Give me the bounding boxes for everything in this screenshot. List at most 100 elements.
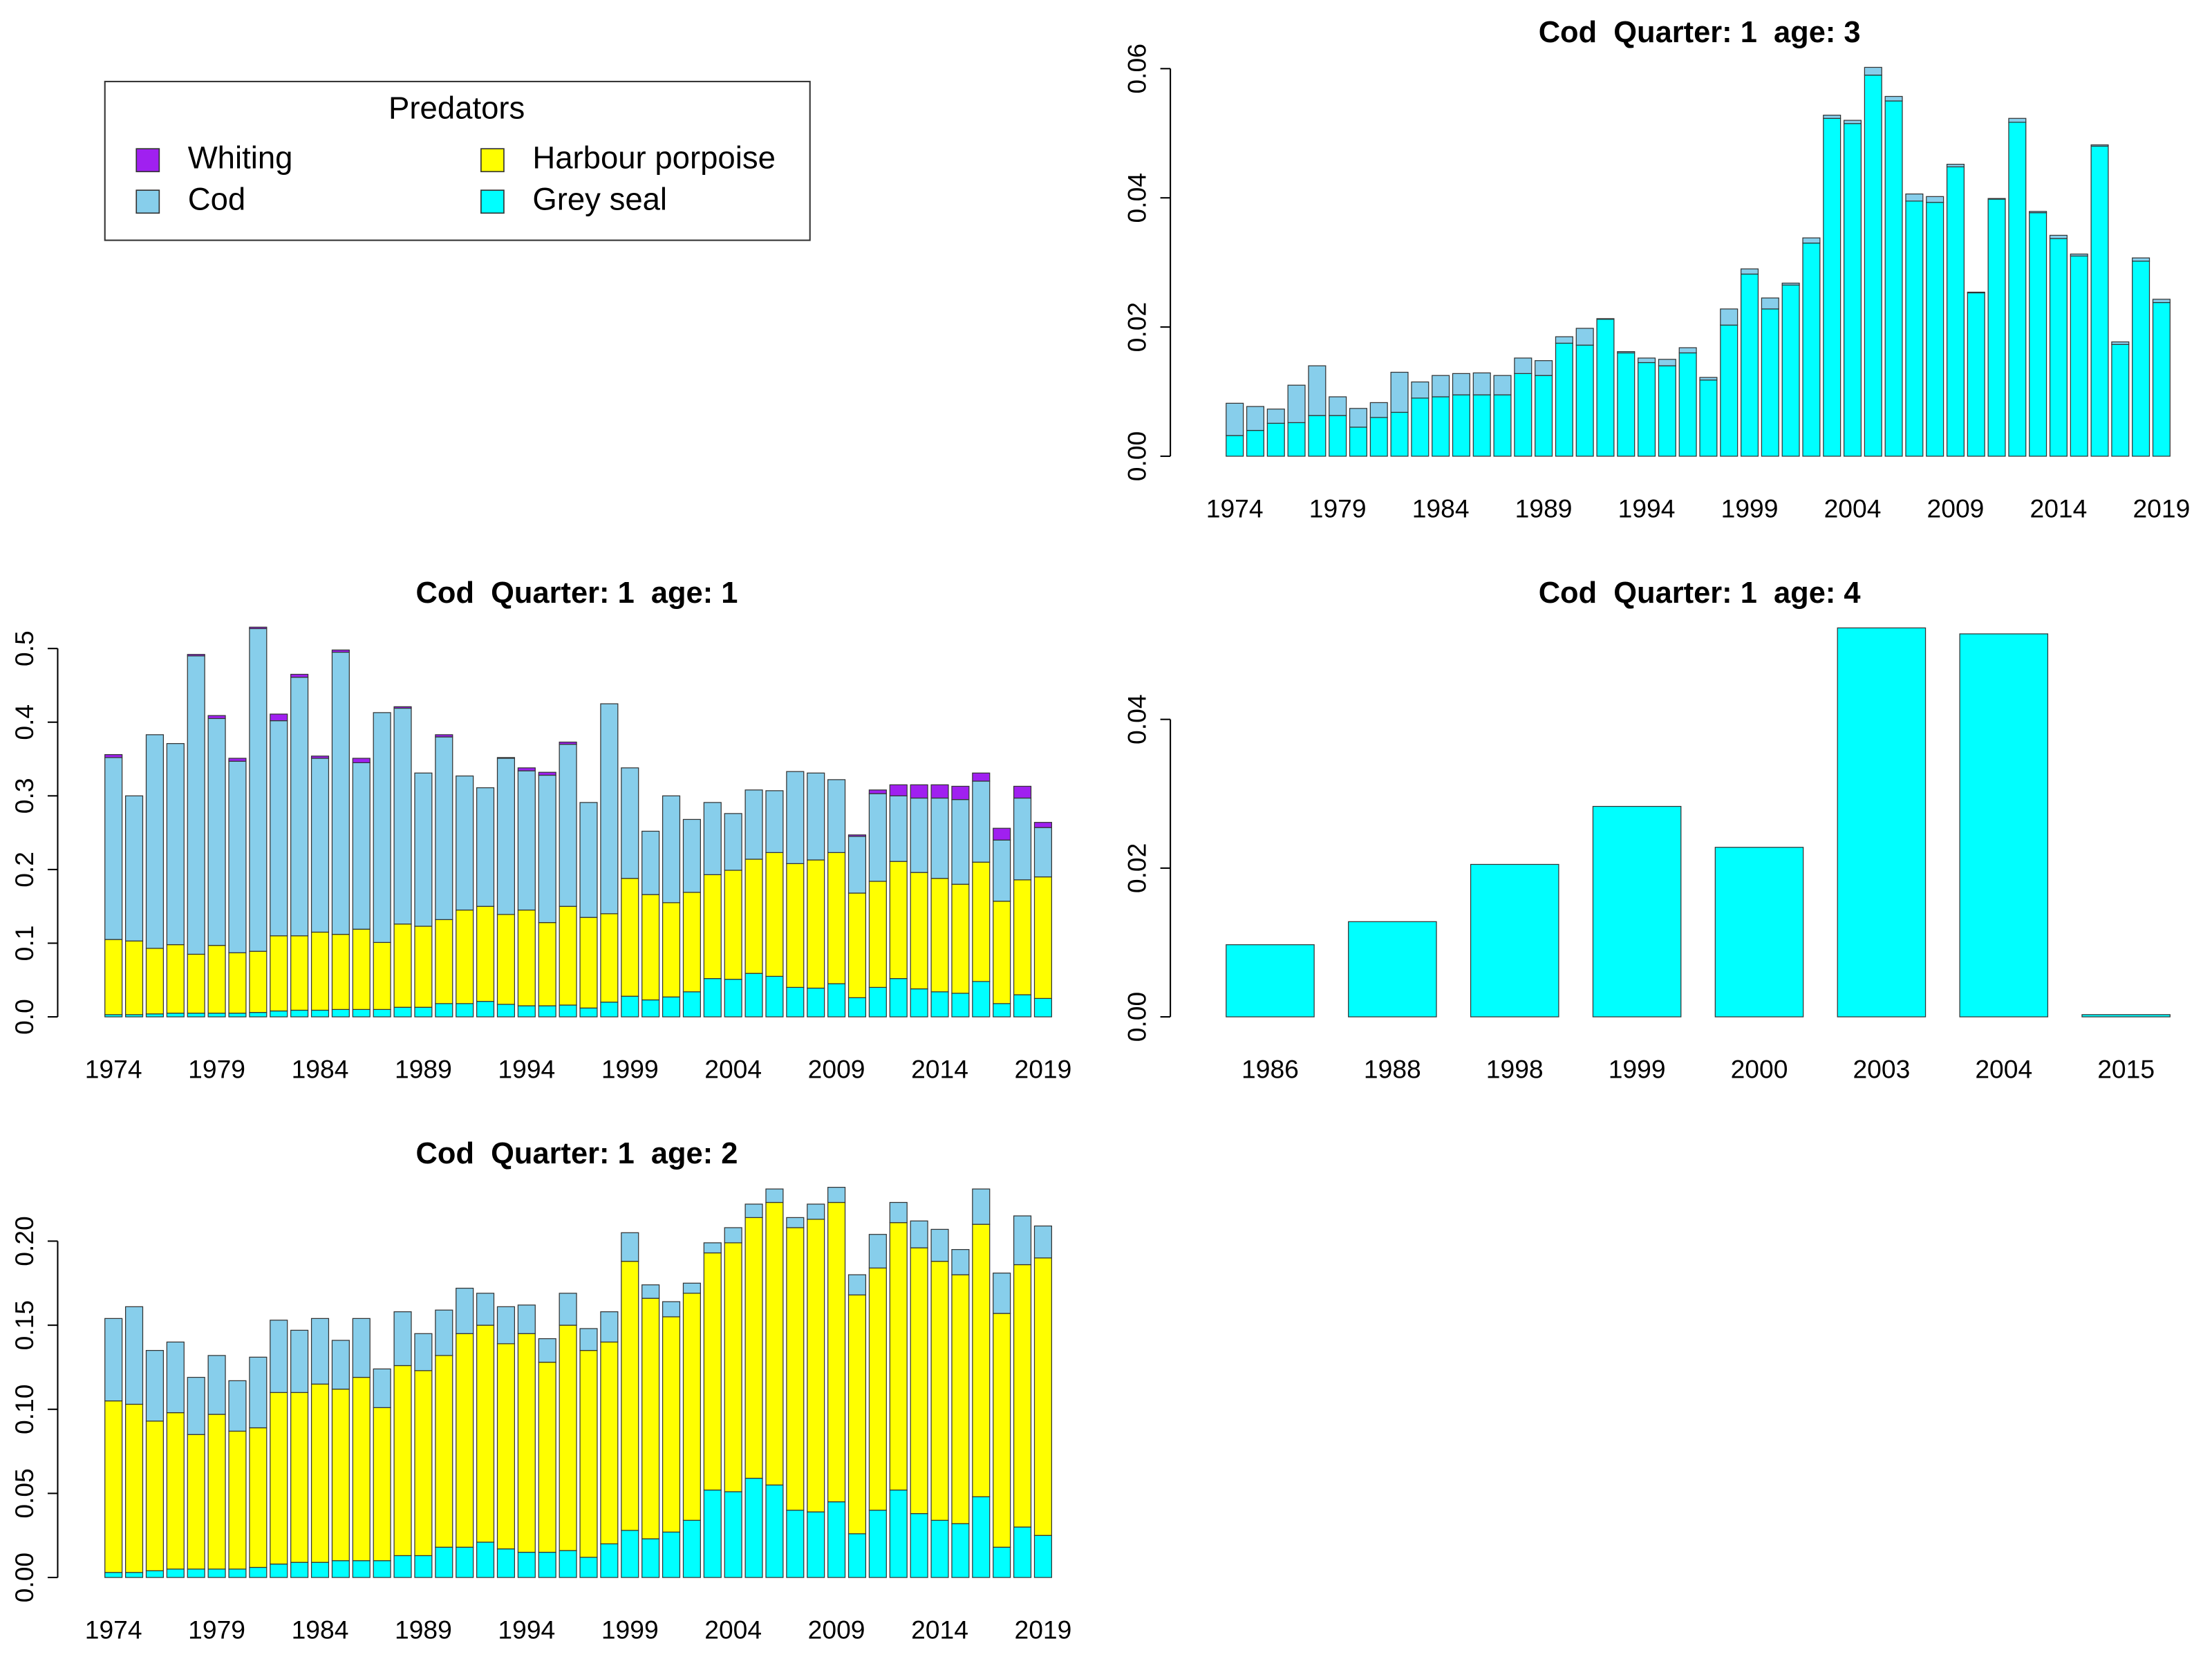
bar-segment <box>496 1343 516 1550</box>
bar-segment <box>579 802 598 918</box>
bar-segment <box>807 859 825 989</box>
bar-segment <box>310 1383 330 1563</box>
bar-segment <box>373 712 391 944</box>
legend-swatch <box>135 148 160 173</box>
bar-segment <box>1013 1215 1032 1266</box>
bar-segment <box>270 935 288 1012</box>
bar-segment <box>1905 200 1924 457</box>
bar-segment <box>393 707 412 925</box>
bar-segment <box>744 973 763 1018</box>
bar-segment <box>847 834 867 837</box>
bar-segment <box>951 785 970 800</box>
x-tick-label: 2009 <box>1927 494 1985 523</box>
bar-segment <box>868 793 887 882</box>
bar-segment <box>187 953 205 1014</box>
bar-segment <box>827 779 846 854</box>
bar-segment <box>435 1546 453 1578</box>
bar-segment <box>786 863 805 988</box>
y-tick-label: 0.5 <box>10 630 39 666</box>
bar-segment <box>1555 336 1573 344</box>
bar-segment <box>1575 328 1594 346</box>
bar-segment <box>1535 375 1553 457</box>
bar-segment <box>1452 394 1470 457</box>
bar-segment <box>331 934 350 1010</box>
bar-segment <box>228 952 247 1014</box>
bar-segment <box>889 1489 908 1578</box>
bar-segment <box>1013 1526 1032 1578</box>
x-tick-label: 1994 <box>1618 494 1676 523</box>
bar-segment <box>2049 234 2068 239</box>
bar-segment <box>373 941 391 1010</box>
bar-segment <box>868 986 887 1018</box>
bar-segment <box>1658 365 1676 457</box>
bar-segment <box>559 1004 577 1018</box>
bar-segment <box>1555 342 1573 457</box>
bar-segment <box>724 870 742 980</box>
bar-segment <box>1033 997 1053 1018</box>
bar-segment <box>104 939 123 1015</box>
bar-segment <box>1411 397 1430 457</box>
bar-segment <box>662 795 681 903</box>
x-tick-label: 1999 <box>1721 494 1779 523</box>
bar-segment <box>765 852 784 977</box>
bar-segment <box>786 1227 805 1511</box>
bar-segment <box>744 1203 763 1219</box>
bar-segment <box>847 892 867 998</box>
bar-segment <box>2029 212 2047 457</box>
bar-segment <box>1226 944 1315 1018</box>
x-tick-label: 1999 <box>601 1615 659 1644</box>
bar-segment <box>496 914 516 1005</box>
bar-segment <box>517 1005 536 1018</box>
x-tick-label: 2014 <box>911 1054 968 1083</box>
bar-segment <box>124 1572 144 1578</box>
bar-segment <box>847 836 867 894</box>
bar-segment <box>847 997 867 1018</box>
bar-segment <box>2070 253 2088 256</box>
bar-segment <box>270 1563 288 1578</box>
bar-segment <box>662 1301 681 1318</box>
bar-segment <box>456 1287 474 1334</box>
bar-segment <box>124 795 144 941</box>
x-tick-label: 2019 <box>1015 1615 1072 1644</box>
bar-segment <box>270 713 288 722</box>
bar-segment <box>270 1010 288 1018</box>
bar-segment <box>2029 211 2047 214</box>
x-tick-label: 1999 <box>1609 1054 1666 1083</box>
bar-segment <box>807 1203 825 1220</box>
bar-segment <box>249 1427 268 1568</box>
bar-segment <box>703 874 722 980</box>
bar-segment <box>228 758 247 762</box>
bar-segment <box>910 784 928 799</box>
bar-segment <box>1699 379 1718 457</box>
bar-segment <box>1720 308 1738 326</box>
bar-segment <box>1741 268 1759 275</box>
bar-segment <box>435 736 453 920</box>
bar-segment <box>2132 261 2150 457</box>
y-tick-label: 0.15 <box>10 1300 39 1350</box>
bar-segment <box>1033 876 1053 1000</box>
bar-segment <box>786 1510 805 1578</box>
chart-title: Cod Quarter: 1 age: 3 <box>1539 16 1861 49</box>
bar-segment <box>703 1489 722 1578</box>
bar-segment <box>827 1186 846 1203</box>
bar-segment <box>435 1309 453 1356</box>
bar-segment <box>352 1376 371 1562</box>
legend-title: Predators <box>388 90 525 125</box>
y-tick-label: 0.10 <box>10 1385 39 1434</box>
bar-segment <box>270 720 288 937</box>
bar-segment <box>662 902 681 997</box>
y-tick-label: 0.06 <box>1122 44 1151 93</box>
bar-segment <box>1638 362 1656 457</box>
bar-segment <box>847 1294 867 1535</box>
bar-segment <box>393 1311 412 1367</box>
bar-segment <box>910 988 928 1018</box>
bar-segment <box>331 1560 350 1578</box>
bar-segment <box>1472 394 1491 457</box>
bar-segment <box>517 767 536 771</box>
bar-segment <box>827 1501 846 1578</box>
x-tick-label: 2014 <box>911 1615 968 1644</box>
bar-segment <box>187 1434 205 1570</box>
x-tick-label: 1994 <box>498 1054 555 1083</box>
bar-segment <box>517 909 536 1006</box>
bar-segment <box>2090 145 2109 457</box>
